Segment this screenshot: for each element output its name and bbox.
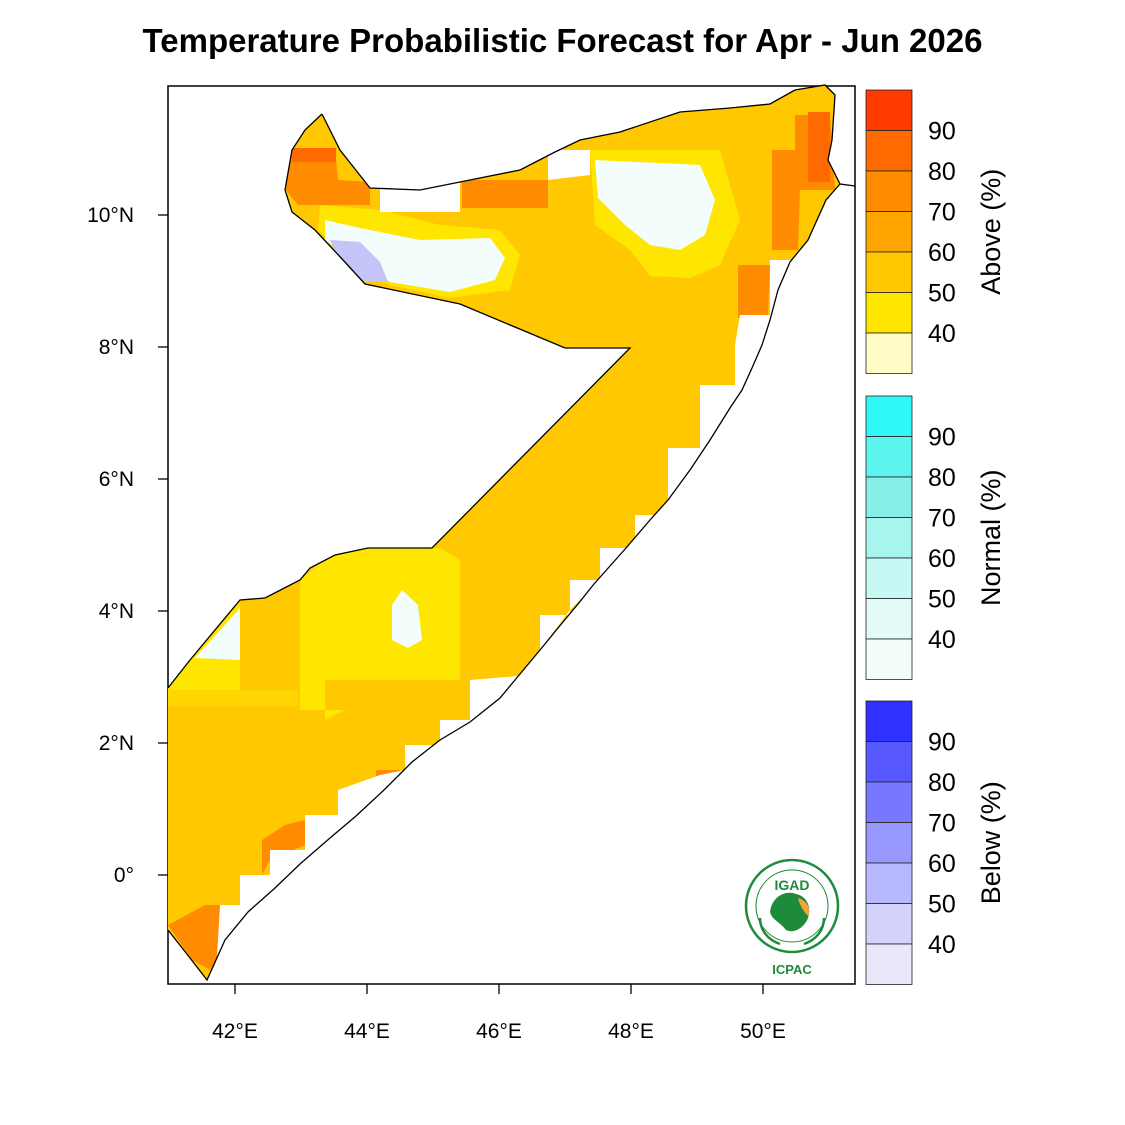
normal-region-nw [325, 220, 505, 292]
colorbar-swatch [865, 436, 913, 478]
normal-region-sw [195, 608, 240, 660]
colorbar-swatch [865, 130, 913, 172]
above-60-region-nw [285, 150, 370, 205]
colorbar-label: Below (%) [976, 781, 1006, 904]
colorbar-tick-label: 40 [928, 320, 956, 348]
colorbar-tick-label: 70 [928, 199, 956, 227]
y-tick-label: 6°N [99, 468, 134, 491]
x-tick-label: 50°E [740, 1020, 786, 1043]
logo-top-text: IGAD [775, 877, 810, 893]
colorbar-1: 90 80 70 60 50 40 Normal (%) [865, 395, 1006, 680]
colorbar-swatch [865, 638, 913, 680]
above-60-region-north [462, 180, 548, 208]
y-tick-label: 2°N [99, 732, 134, 755]
y-tick-label: 10°N [87, 204, 134, 227]
colorbars: 90 80 70 60 50 40 Above (%) 90 80 70 60 50 40 Normal … [865, 89, 1006, 985]
colorbar-swatch [865, 862, 913, 904]
colorbar-swatch [865, 557, 913, 599]
x-tick-label: 42°E [212, 1020, 258, 1043]
colorbar-swatch [865, 822, 913, 864]
colorbar-swatch [865, 211, 913, 253]
above-60-region-east [738, 265, 770, 318]
colorbar-swatch [865, 476, 913, 518]
y-tick-label: 0° [114, 864, 134, 887]
colorbar-tick-label: 90 [928, 729, 956, 757]
colorbar-swatch [865, 598, 913, 640]
above-70-region-ne [808, 112, 830, 182]
above-40-region-central [300, 548, 460, 720]
above-45-band [168, 690, 298, 706]
x-tick-label: 44°E [344, 1020, 390, 1043]
colorbar-tick-label: 40 [928, 626, 956, 654]
above-60-region-coast [262, 820, 305, 875]
colorbar-tick-label: 70 [928, 505, 956, 533]
colorbar-tick-label: 50 [928, 586, 956, 614]
colorbar-swatch [865, 903, 913, 945]
colorbar-0: 90 80 70 60 50 40 Above (%) [865, 89, 1006, 374]
below-region-nw [330, 240, 388, 282]
axis-ticks [158, 214, 764, 994]
normal-region-north [595, 160, 715, 250]
colorbar-label: Above (%) [976, 169, 1006, 295]
colorbar-swatch [865, 781, 913, 823]
colorbar-tick-label: 50 [928, 891, 956, 919]
colorbar-swatch [865, 517, 913, 559]
colorbar-label: Normal (%) [976, 469, 1006, 606]
colorbar-tick-label: 60 [928, 850, 956, 878]
colorbar-tick-label: 50 [928, 280, 956, 308]
colorbar-swatch [865, 395, 913, 437]
colorbar-2: 90 80 70 60 50 40 Below (%) [865, 700, 1006, 985]
y-tick-label: 4°N [99, 600, 134, 623]
colorbar-tick-label: 80 [928, 769, 956, 797]
colorbar-tick-label: 90 [928, 118, 956, 146]
colorbar-tick-label: 60 [928, 239, 956, 267]
colorbar-swatch [865, 292, 913, 334]
map-title: Temperature Probabilistic Forecast for A… [142, 22, 983, 59]
colorbar-tick-label: 80 [928, 464, 956, 492]
colorbar-tick-label: 60 [928, 545, 956, 573]
no-data-region-north-gap2 [548, 150, 590, 180]
x-tick-label: 48°E [608, 1020, 654, 1043]
above-70-region-nw [292, 148, 336, 162]
colorbar-swatch [865, 89, 913, 131]
no-data-region-east [470, 318, 770, 722]
colorbar-swatch [865, 943, 913, 985]
colorbar-swatch [865, 170, 913, 212]
y-tick-label: 8°N [99, 336, 134, 359]
igad-icpac-logo: IGAD ICPAC [744, 858, 840, 977]
colorbar-swatch [865, 251, 913, 293]
colorbar-tick-label: 90 [928, 424, 956, 452]
logo-bottom-text: ICPAC [772, 962, 812, 977]
colorbar-swatch [865, 700, 913, 742]
x-tick-label: 46°E [476, 1020, 522, 1043]
colorbar-tick-label: 70 [928, 810, 956, 838]
colorbar-swatch [865, 332, 913, 374]
normal-region-central [392, 590, 422, 648]
colorbar-tick-label: 40 [928, 931, 956, 959]
colorbar-tick-label: 80 [928, 158, 956, 186]
country-outline [167, 84, 856, 982]
colorbar-swatch [865, 741, 913, 783]
